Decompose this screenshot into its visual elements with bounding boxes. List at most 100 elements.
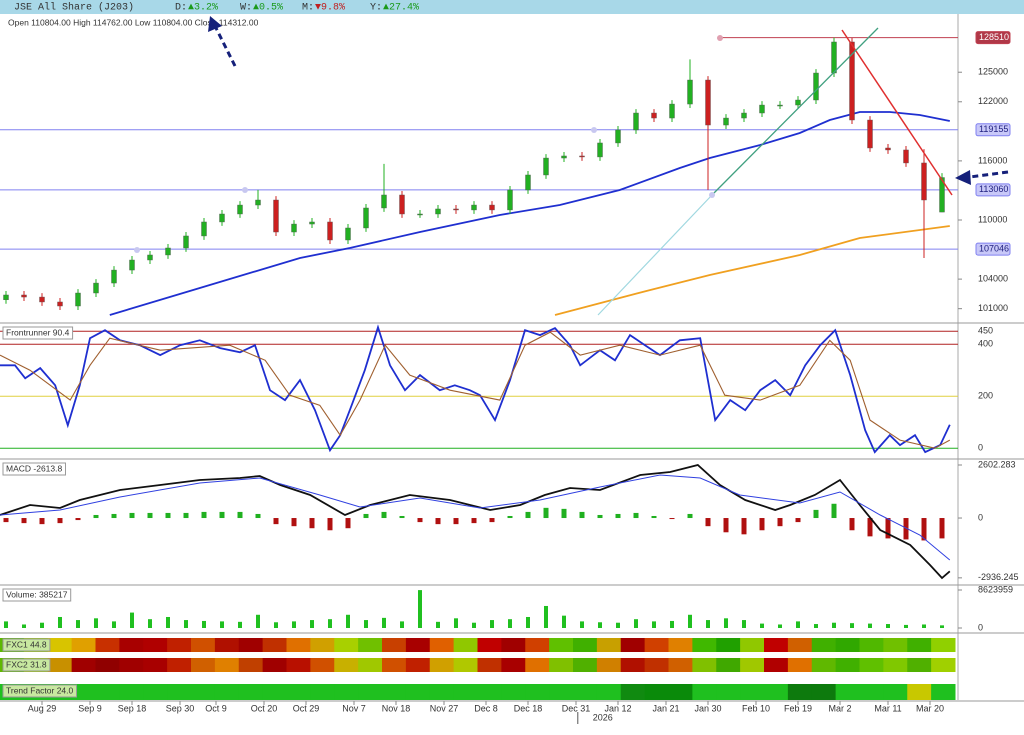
heat-cell (334, 684, 359, 700)
volume-bar (616, 622, 620, 628)
change-name: M: (302, 3, 314, 14)
histogram-bar (939, 518, 945, 539)
candle-body (363, 207, 369, 229)
heat-cell (453, 658, 478, 672)
candle-body (93, 282, 99, 294)
heat-cell (119, 658, 144, 672)
panel-title-box (2, 588, 72, 602)
heat-cell (525, 638, 550, 652)
y-tick-label: 0 (978, 622, 983, 632)
histogram-bar (597, 514, 603, 519)
volume-bar (814, 624, 818, 628)
heat-cell (453, 684, 478, 700)
annotation-arrow (969, 170, 1009, 179)
heat-cell (835, 684, 860, 700)
x-tick-label: Sep 30 (166, 703, 195, 713)
heat-cell (167, 638, 192, 652)
heat-cell (931, 684, 956, 700)
volume-bar (310, 620, 314, 628)
heat-cell (382, 684, 407, 700)
candle-body (777, 104, 783, 107)
candle-body (39, 296, 45, 303)
candle-body (885, 147, 891, 151)
heat-cell (214, 638, 240, 652)
histogram-bar (273, 518, 279, 525)
volume-bar (742, 620, 746, 628)
candle-body (669, 103, 675, 119)
x-tick-label: Mar 11 (874, 703, 901, 713)
heat-cell (262, 684, 287, 700)
candle-body (723, 117, 729, 126)
heat-cell (668, 638, 693, 652)
candle-body (849, 41, 855, 121)
heat-cell (883, 658, 908, 672)
histogram-bar (561, 508, 567, 519)
heat-cell (429, 684, 455, 700)
histogram-bar (687, 513, 693, 519)
heat-cell (549, 658, 574, 672)
heat-cell (262, 638, 287, 652)
heat-cell (573, 638, 598, 652)
volume-bar (904, 624, 908, 628)
volume-bar (58, 616, 62, 628)
heat-cell (95, 684, 120, 700)
heat-cell (907, 658, 932, 672)
candle-body (939, 177, 945, 213)
candle-body (165, 247, 171, 256)
change-value: ▼9.8% (315, 3, 345, 14)
candle-body (75, 292, 81, 307)
candle-body (255, 199, 261, 206)
candle-body (543, 157, 549, 176)
heat-cell (382, 638, 407, 652)
histogram-bar (795, 518, 801, 523)
candle-body (525, 174, 531, 191)
x-tick-label: Dec 8 (474, 703, 498, 713)
histogram-bar (21, 518, 27, 524)
heat-cell (596, 658, 622, 672)
heat-cell (143, 638, 168, 652)
candle-body (489, 204, 495, 211)
x-tick-label: Oct 9 (205, 703, 227, 713)
volume-bar (364, 620, 368, 628)
heat-cell (716, 684, 741, 700)
x-tick-label: Sep 18 (118, 703, 147, 713)
histogram-bar (777, 518, 783, 527)
volume-bar (454, 618, 458, 628)
candle-body (147, 254, 153, 261)
heat-cell (740, 658, 765, 672)
histogram-bar (849, 518, 855, 531)
candle-body (921, 162, 927, 201)
volume-bar (112, 621, 116, 628)
panel-title-box (2, 462, 66, 476)
heat-cell (477, 658, 502, 672)
heat-cell (692, 684, 717, 700)
volume-bar (508, 619, 512, 628)
histogram-bar (543, 507, 549, 519)
heat-cell (119, 684, 144, 700)
level-box (975, 183, 1011, 197)
heat-cell (692, 658, 717, 672)
heat-cell (668, 684, 693, 700)
volume-bar (940, 625, 944, 628)
histogram-bar (921, 518, 927, 541)
panel-title: Volume: 385217 (6, 589, 68, 599)
heat-cell (191, 658, 216, 672)
candle-body (21, 294, 27, 298)
histogram-bar (237, 511, 243, 519)
volume-bar (76, 620, 80, 628)
heat-cell (167, 684, 192, 700)
volume-bar (562, 615, 566, 628)
heat-cell (310, 684, 335, 700)
level-anchor (134, 247, 140, 253)
volume-bar (238, 621, 242, 628)
heat-cell (764, 684, 789, 700)
volume-bar (274, 622, 278, 628)
candle-body (381, 194, 387, 209)
heat-cell (238, 684, 264, 700)
heat-cell (429, 658, 455, 672)
series-line (0, 464, 951, 580)
level-anchor (591, 127, 597, 133)
panel-title-box (2, 638, 51, 652)
y-tick-label: 125000 (978, 67, 1008, 77)
histogram-bar (723, 518, 729, 533)
